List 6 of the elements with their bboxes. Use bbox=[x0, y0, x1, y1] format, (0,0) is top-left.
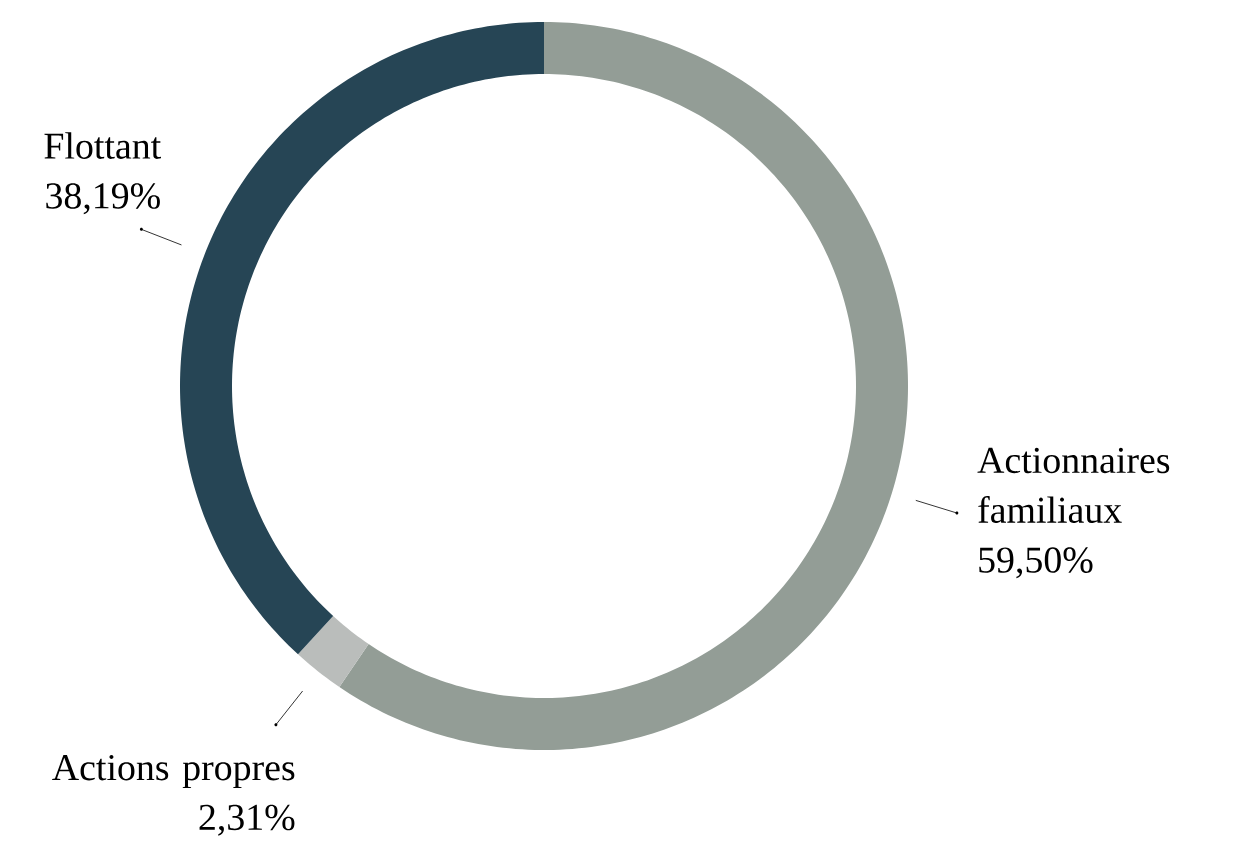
data-label: 38,19% bbox=[46, 183, 160, 215]
slice-label: Actionnaires familiaux bbox=[977, 447, 1170, 524]
data-label: 59,50% bbox=[979, 547, 1093, 579]
slice-label: Flottant bbox=[44, 132, 161, 159]
data-label: 2,31% bbox=[199, 804, 295, 836]
slice-label: Actions propres bbox=[52, 754, 295, 789]
